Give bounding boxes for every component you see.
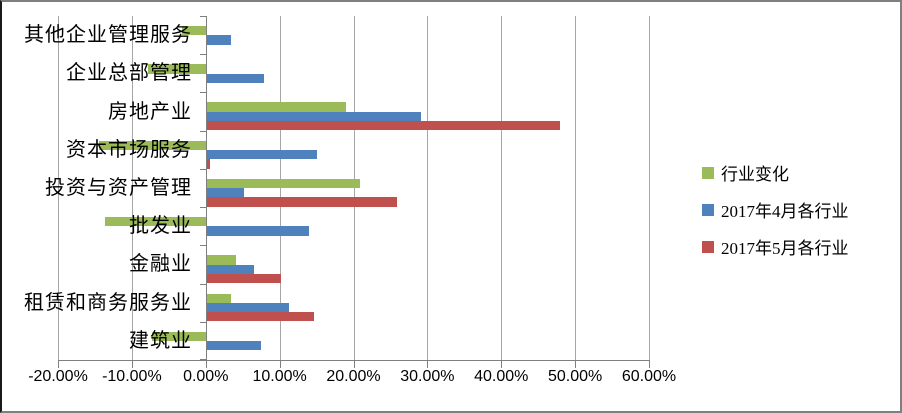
bar-2017年4月各行业-批发业 <box>206 226 310 236</box>
axis-tick <box>131 361 133 368</box>
gridline <box>131 16 133 360</box>
category-axis-tick <box>199 16 206 17</box>
category-axis-tick <box>199 207 206 209</box>
category-label: 租赁和商务服务业 <box>24 291 192 314</box>
bar-2017年4月各行业-投资与资产管理 <box>206 188 245 198</box>
value-axis-label: 0.00% <box>183 368 229 385</box>
category-axis-line <box>205 16 207 360</box>
bar-2017年5月各行业-金融业 <box>206 273 281 284</box>
bar-2017年4月各行业-其他企业管理服务 <box>206 35 232 45</box>
category-label: 房地产业 <box>108 100 192 123</box>
value-axis-line <box>58 360 650 361</box>
axis-tick <box>501 361 503 368</box>
legend-label: 2017年4月各行业 <box>721 202 849 221</box>
bar-行业变化-批发业 <box>105 217 206 227</box>
category-axis-tick <box>199 130 206 132</box>
category-axis-tick <box>199 168 206 170</box>
bar-行业变化-其他企业管理服务 <box>182 26 206 36</box>
gridline <box>575 16 577 360</box>
category-axis-tick <box>199 54 206 56</box>
category-label: 其他企业管理服务 <box>24 24 192 47</box>
bar-2017年5月各行业-资本市场服务 <box>206 159 211 169</box>
bar-行业变化-资本市场服务 <box>98 140 206 150</box>
bar-2017年4月各行业-金融业 <box>206 264 255 274</box>
bar-2017年4月各行业-房地产业 <box>206 111 421 122</box>
legend-label: 2017年5月各行业 <box>721 239 849 258</box>
value-axis-label: 60.00% <box>621 368 677 385</box>
legend-item: 2017年5月各行业 <box>702 228 849 265</box>
axis-tick <box>649 361 650 368</box>
gridline <box>649 16 650 360</box>
axis-tick <box>279 361 281 368</box>
axis-tick <box>353 361 355 368</box>
legend-marker-icon <box>702 240 714 253</box>
legend-marker-icon <box>702 166 714 179</box>
value-axis-label: -10.00% <box>102 368 162 385</box>
legend-item: 行业变化 <box>702 154 849 191</box>
bar-2017年5月各行业-投资与资产管理 <box>206 197 398 207</box>
axis-tick <box>427 361 429 368</box>
bar-行业变化-企业总部管理 <box>148 64 206 74</box>
legend-marker-icon <box>702 203 714 216</box>
bar-2017年4月各行业-资本市场服务 <box>206 149 317 160</box>
category-label: 批发业 <box>129 215 192 238</box>
category-label: 资本市场服务 <box>66 138 192 161</box>
bar-2017年4月各行业-租赁和商务服务业 <box>206 302 290 313</box>
value-axis-label: 40.00% <box>474 368 529 385</box>
bar-行业变化-投资与资产管理 <box>206 178 360 189</box>
bar-行业变化-租赁和商务服务业 <box>206 293 232 303</box>
legend: 行业变化 2017年4月各行业 2017年5月各行业 <box>702 154 849 265</box>
category-axis-tick <box>199 321 206 323</box>
bar-2017年5月各行业-租赁和商务服务业 <box>206 312 314 322</box>
legend-label: 行业变化 <box>721 165 789 184</box>
plot-area <box>58 16 650 368</box>
category-label: 投资与资产管理 <box>45 177 192 199</box>
value-axis-label: -20.00% <box>28 368 88 385</box>
axis-tick <box>58 361 59 368</box>
category-axis-tick <box>199 359 206 360</box>
category-axis-tick <box>199 283 206 285</box>
bar-2017年4月各行业-企业总部管理 <box>206 73 264 83</box>
axis-tick <box>575 361 577 368</box>
bar-行业变化-建筑业 <box>151 331 206 342</box>
category-axis-tick <box>199 245 206 247</box>
category-label: 企业总部管理 <box>66 62 192 85</box>
gridline <box>501 16 503 360</box>
legend-item: 2017年4月各行业 <box>702 191 849 228</box>
category-axis-tick <box>199 92 206 94</box>
bar-2017年5月各行业-房地产业 <box>206 121 560 131</box>
gridline <box>427 16 429 360</box>
bar-行业变化-房地产业 <box>206 102 346 112</box>
bar-行业变化-金融业 <box>206 255 236 265</box>
category-label: 建筑业 <box>129 329 192 352</box>
category-label: 金融业 <box>129 253 192 276</box>
gridline <box>58 16 59 360</box>
value-axis-label: 30.00% <box>400 368 455 385</box>
value-axis-label: 20.00% <box>326 368 381 385</box>
value-axis-label: 10.00% <box>252 368 307 385</box>
axis-tick <box>205 361 207 368</box>
bar-2017年4月各行业-建筑业 <box>206 341 261 351</box>
value-axis-label: 50.00% <box>547 368 603 385</box>
